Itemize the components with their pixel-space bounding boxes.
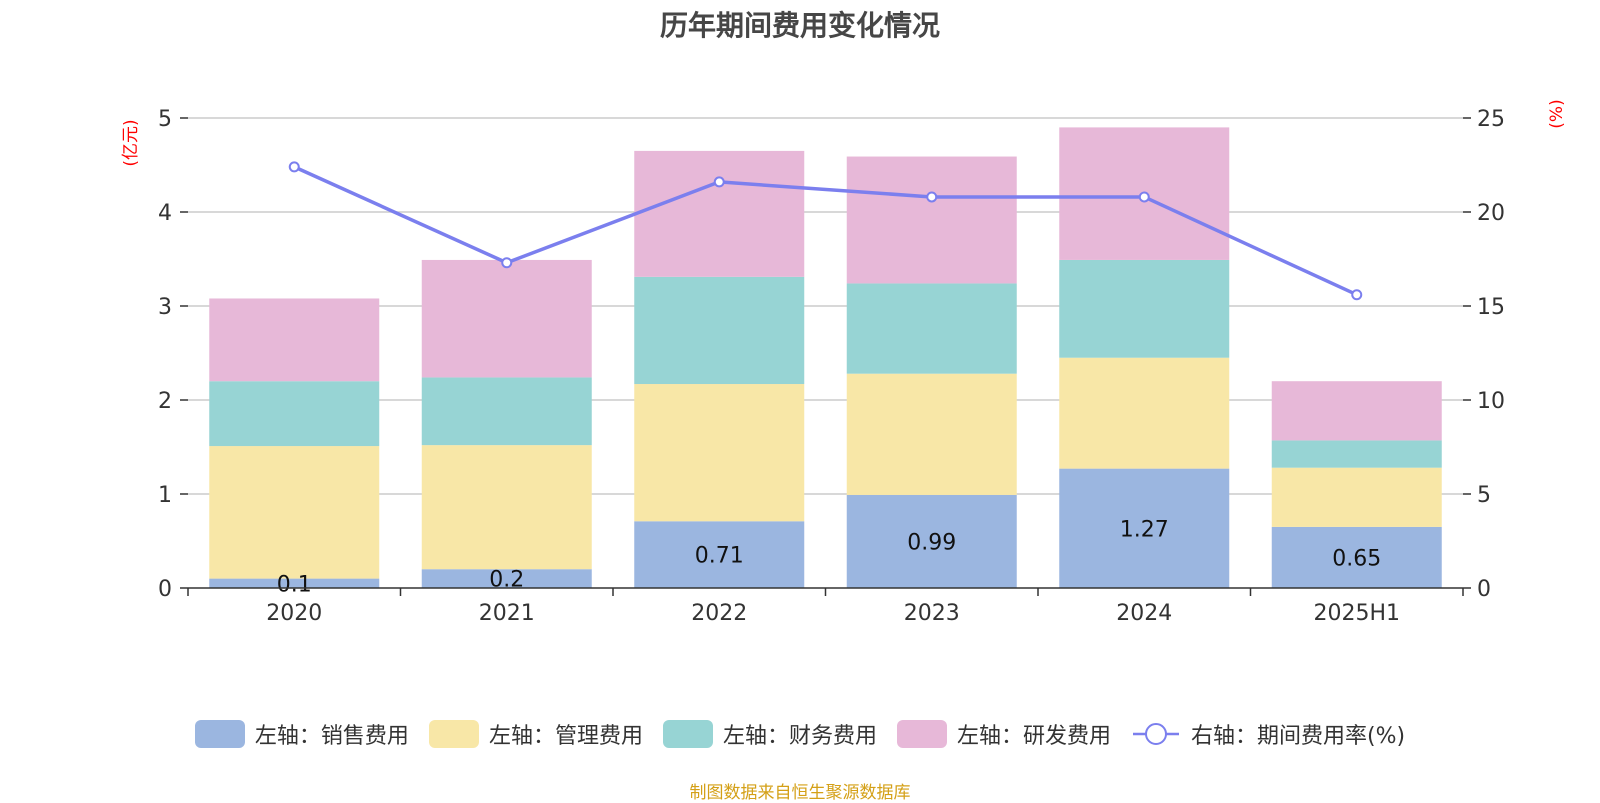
rate-point bbox=[288, 161, 300, 173]
legend-swatch bbox=[662, 720, 713, 748]
bar-segment-1 bbox=[421, 569, 592, 588]
legend-label: 左轴：管理费用 bbox=[488, 724, 643, 749]
y-right-tick-label: 0 bbox=[1477, 577, 1491, 602]
chart-title: 历年期间费用变化情况 bbox=[659, 9, 940, 42]
y-left-axis-label: (亿元) bbox=[121, 119, 141, 166]
bar-segment-3 bbox=[1059, 259, 1230, 358]
bar-segment-2 bbox=[1059, 357, 1230, 469]
bar-segment-3 bbox=[846, 283, 1017, 374]
legend-label: 左轴：销售费用 bbox=[254, 724, 409, 749]
legend-label: 左轴：财务费用 bbox=[722, 724, 877, 749]
legend-item[interactable]: 左轴：研发费用 bbox=[896, 718, 1111, 750]
y-left-tick-label: 2 bbox=[158, 389, 172, 414]
x-tick-label: 2024 bbox=[1116, 601, 1172, 626]
legend-label: 右轴：期间费用率(%) bbox=[1190, 724, 1406, 749]
rate-point bbox=[1351, 289, 1363, 301]
legend-item[interactable]: 右轴：期间费用率(%) bbox=[1131, 718, 1405, 750]
y-right-tick-label: 20 bbox=[1477, 201, 1505, 226]
bar-segment-2 bbox=[846, 373, 1017, 495]
y-left-tick-label: 0 bbox=[158, 577, 172, 602]
bar-segment-4 bbox=[421, 259, 592, 378]
legend-swatch bbox=[896, 720, 947, 748]
bar-segment-3 bbox=[209, 381, 380, 447]
legend-item[interactable]: 左轴：销售费用 bbox=[194, 718, 409, 750]
x-tick-label: 2025H1 bbox=[1313, 601, 1400, 626]
rate-line bbox=[293, 165, 1358, 297]
data-label: 0.65 bbox=[1332, 546, 1381, 571]
bar-segment-2 bbox=[421, 445, 592, 570]
y-right-tick-label: 10 bbox=[1477, 389, 1505, 414]
rate-point bbox=[926, 191, 938, 203]
bar-segment-1 bbox=[1271, 526, 1442, 588]
x-tick-label: 2021 bbox=[479, 601, 535, 626]
x-tick-label: 2020 bbox=[266, 601, 322, 626]
y-right-tick-label: 15 bbox=[1477, 295, 1505, 320]
bar-segment-3 bbox=[634, 276, 805, 385]
data-label: 0.99 bbox=[907, 530, 956, 555]
bar-segment-4 bbox=[1271, 381, 1442, 441]
rate-point bbox=[713, 176, 725, 188]
legend-item[interactable]: 左轴：财务费用 bbox=[662, 718, 877, 750]
x-tick-label: 2023 bbox=[904, 601, 960, 626]
bar-segment-4 bbox=[209, 298, 380, 382]
bar-segment-2 bbox=[634, 384, 805, 522]
rate-point bbox=[1138, 191, 1150, 203]
bar-segment-3 bbox=[1271, 440, 1442, 468]
legend-swatch bbox=[428, 720, 479, 748]
legend-line-swatch bbox=[1132, 723, 1179, 745]
bar-segment-2 bbox=[209, 446, 380, 579]
y-left-tick-label: 3 bbox=[158, 295, 172, 320]
y-left-tick-label: 4 bbox=[158, 201, 172, 226]
bar-segment-4 bbox=[846, 156, 1017, 284]
bar-segment-1 bbox=[1059, 468, 1230, 588]
y-left-tick-label: 5 bbox=[158, 107, 172, 132]
y-right-tick-label: 5 bbox=[1477, 483, 1491, 508]
data-label: 1.27 bbox=[1120, 517, 1169, 542]
source-note: 制图数据来自恒生聚源数据库 bbox=[689, 783, 911, 803]
legend-label: 左轴：研发费用 bbox=[956, 724, 1111, 749]
bar-segment-1 bbox=[209, 578, 380, 588]
legend: 左轴：销售费用 左轴：管理费用 左轴：财务费用 左轴：研发费用 右轴：期间费用率(%) bbox=[0, 718, 1600, 750]
rate-point bbox=[501, 257, 513, 269]
y-left-tick-label: 1 bbox=[158, 483, 172, 508]
bar-segment-1 bbox=[846, 494, 1017, 588]
x-tick-label: 2022 bbox=[691, 601, 747, 626]
y-right-tick-label: 25 bbox=[1477, 107, 1505, 132]
legend-item[interactable]: 左轴：管理费用 bbox=[428, 718, 643, 750]
data-label: 0.2 bbox=[489, 568, 524, 593]
bar-segment-4 bbox=[634, 150, 805, 277]
data-label: 0.71 bbox=[695, 544, 744, 569]
bar-segment-1 bbox=[634, 521, 805, 588]
legend-swatch bbox=[194, 720, 245, 748]
data-label: 0.1 bbox=[277, 572, 312, 597]
y-right-axis-label: (%) bbox=[1547, 99, 1567, 128]
bar-segment-3 bbox=[421, 377, 592, 446]
bar-segment-2 bbox=[1271, 467, 1442, 527]
